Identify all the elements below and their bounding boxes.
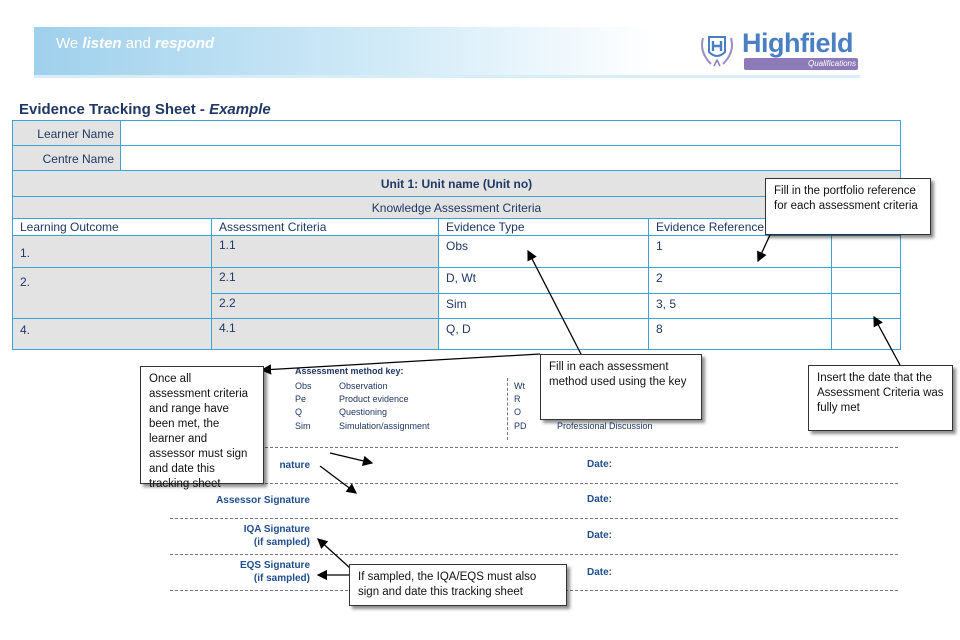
key-code: PD xyxy=(514,421,527,431)
arrow-assessor-sign xyxy=(319,465,358,494)
key-desc: Professional Discussion xyxy=(557,421,653,431)
unit-header: Unit 1: Unit name (Unit no) xyxy=(12,170,901,197)
date-label: Date: xyxy=(587,530,613,541)
key-desc: Questioning xyxy=(339,407,388,417)
date-label: Date: xyxy=(587,567,613,578)
signature-line xyxy=(170,447,898,448)
callout-portfolio: Fill in the portfolio reference for each… xyxy=(765,178,931,235)
unit-header-text: Unit 1: Unit name (Unit no) xyxy=(380,177,533,191)
evidence-ref-text: 3, 5 xyxy=(656,297,677,311)
lo-text: 1. xyxy=(20,246,31,260)
key-code: Sim xyxy=(295,421,311,431)
signature-line xyxy=(170,554,898,555)
logo-bar xyxy=(744,58,858,70)
column-header-text: Evidence Type xyxy=(446,220,525,234)
key-code: Wt xyxy=(514,381,525,391)
section-header: Knowledge Assessment Criteria xyxy=(12,196,901,219)
signature-line xyxy=(170,483,898,484)
eqs-signature-label: EQS Signature (if sampled) xyxy=(190,559,310,585)
column-header-text: Assessment Criteria xyxy=(219,220,327,234)
arrow-portfolio xyxy=(757,234,771,263)
callout-sign: Once all assessment criteria and range h… xyxy=(140,366,264,490)
page-title: Evidence Tracking Sheet - Example xyxy=(19,101,271,118)
key-code: Pe xyxy=(295,394,307,404)
key-desc: Simulation/assignment xyxy=(339,421,430,431)
key-code: R xyxy=(514,394,521,404)
ac-text: 4.1 xyxy=(219,321,236,335)
arrow-iqa-sign xyxy=(317,538,351,569)
section-header-text: Knowledge Assessment Criteria xyxy=(371,201,542,215)
callout-sampled: If sampled, the IQA/EQS must also sign a… xyxy=(349,564,567,606)
key-divider xyxy=(507,378,508,440)
callout-method: Fill in each assessment method used usin… xyxy=(540,354,702,420)
eqs-signature-text: EQS Signature xyxy=(239,560,310,571)
ac-text: 2.2 xyxy=(219,296,236,310)
key-code: Q xyxy=(295,407,303,417)
arrow-key xyxy=(260,353,541,375)
iqa-signature-label: IQA Signature (if sampled) xyxy=(190,523,310,549)
date-label: Date: xyxy=(587,459,613,470)
eqs-sampled-text: (if sampled) xyxy=(253,573,310,584)
learner-name-label: Learner Name xyxy=(37,127,114,141)
table-row-4-ac: 4.1 xyxy=(211,318,439,350)
key-code: Obs xyxy=(295,381,312,391)
column-header-text: Learning Outcome xyxy=(20,220,119,234)
centre-name-label: Centre Name xyxy=(42,152,114,166)
lo-text: 2. xyxy=(20,275,31,289)
table-row-4-date[interactable] xyxy=(831,318,901,350)
key-code: O xyxy=(514,407,522,417)
evidence-type-text: Obs xyxy=(446,239,469,253)
ac-text: 1.1 xyxy=(219,238,236,252)
arrow-learner-sign xyxy=(329,452,374,466)
date-label: Date: xyxy=(587,494,613,505)
arrow-date xyxy=(873,315,901,366)
signature-line xyxy=(170,518,898,519)
callout-date: Insert the date that the Assessment Crit… xyxy=(808,365,953,431)
assessor-signature-label: Assessor Signature xyxy=(216,495,310,506)
lo-cell-2: 2. xyxy=(12,267,212,319)
tagline: We listen and respond xyxy=(56,35,215,52)
logo-name: Highfield xyxy=(742,28,854,58)
evidence-ref-text: 2 xyxy=(656,271,663,285)
arrow-method xyxy=(527,249,583,357)
key-title: Assessment method key: xyxy=(295,366,404,376)
evidence-ref-text: 1 xyxy=(656,239,663,253)
key-desc: Observation xyxy=(339,381,388,391)
learner-signature-label: nature xyxy=(279,460,310,471)
lo-cell-4: 4. xyxy=(12,318,212,350)
evidence-type-text: D, Wt xyxy=(446,271,476,285)
iqa-sampled-text: (if sampled) xyxy=(253,537,310,548)
column-header-text: Evidence Reference xyxy=(656,220,765,234)
lo-cell-1: 1. xyxy=(12,235,212,268)
evidence-ref-text: 8 xyxy=(656,322,663,336)
iqa-signature-text: IQA Signature xyxy=(243,524,310,535)
evidence-type-text: Sim xyxy=(446,297,467,311)
ac-text: 2.1 xyxy=(219,270,236,284)
evidence-type-text: Q, D xyxy=(446,322,471,336)
key-desc: Product evidence xyxy=(339,394,409,404)
highfield-crest-icon xyxy=(701,36,733,67)
lo-text: 4. xyxy=(20,323,31,337)
logo-sub: Qualifications xyxy=(807,59,856,68)
